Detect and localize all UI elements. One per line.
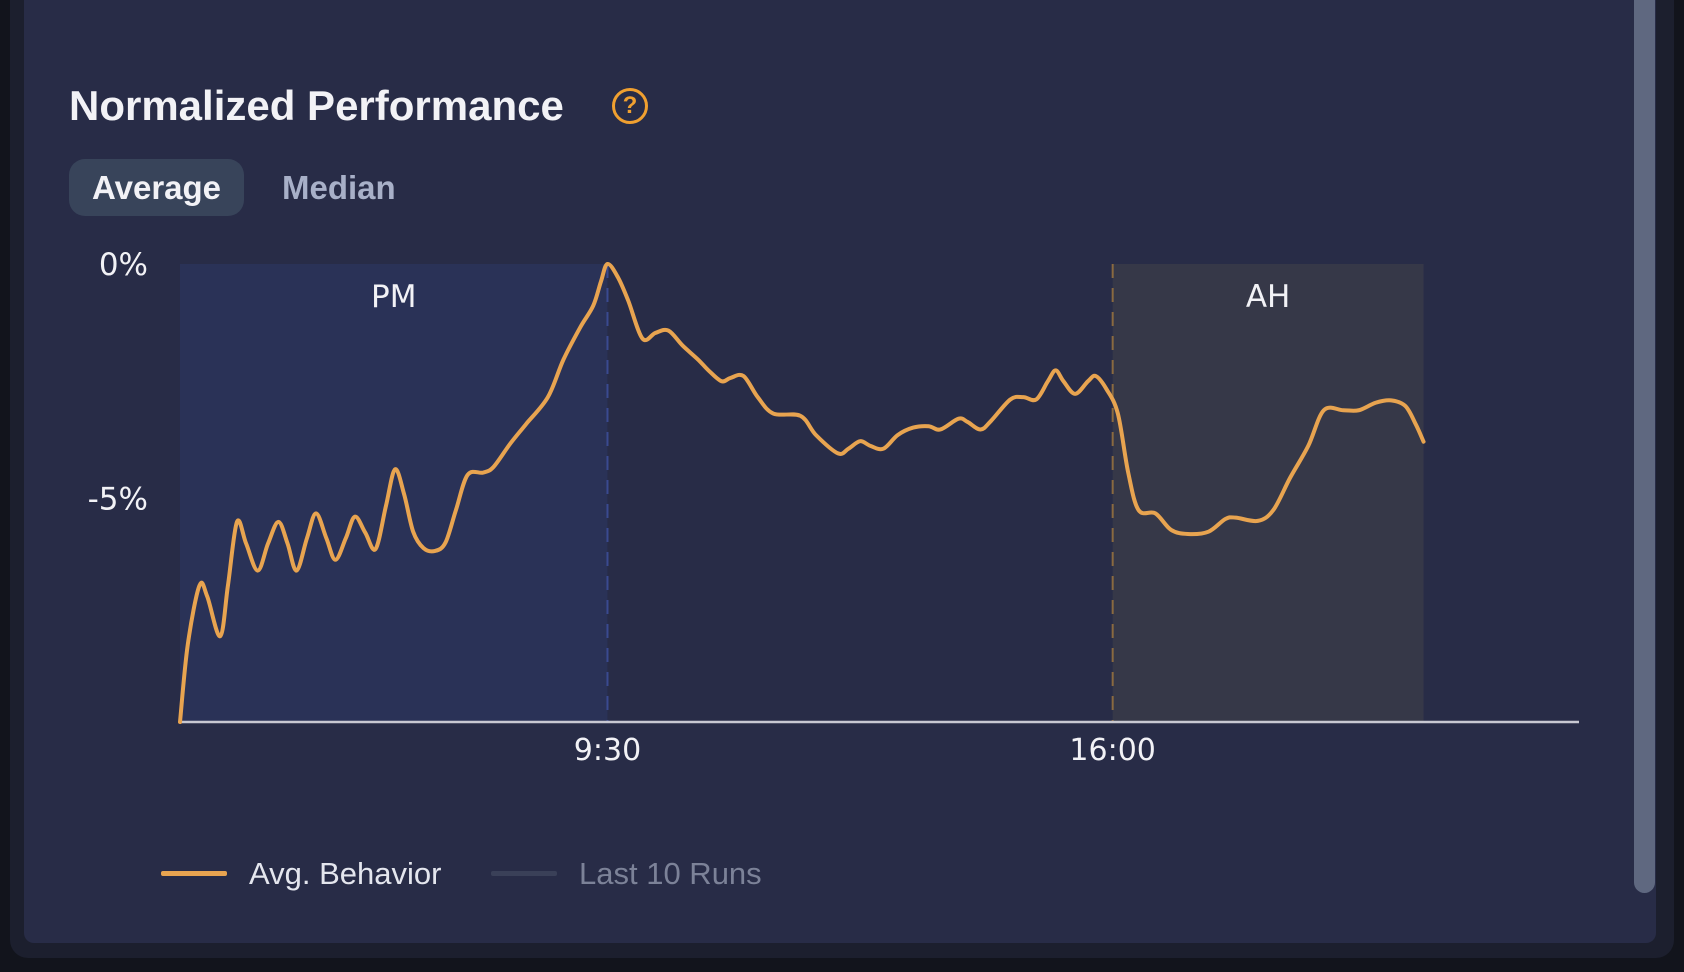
question-circle-icon[interactable]: ? <box>612 88 648 124</box>
y-tick-label: 0% <box>99 247 148 283</box>
tab-median[interactable]: Median <box>282 169 396 206</box>
x-tick-label: 9:30 <box>574 733 641 768</box>
series-line-avg-behavior <box>178 262 1426 724</box>
legend-avg-behavior[interactable]: Avg. Behavior <box>249 856 442 891</box>
region-label-ah: AH <box>1246 279 1291 315</box>
legend-last-10-runs[interactable]: Last 10 Runs <box>579 856 762 891</box>
page-title: Normalized Performance <box>69 82 564 129</box>
tab-average[interactable]: Average <box>69 159 245 216</box>
legend-swatch-last-10-runs <box>491 871 557 876</box>
x-tick-label: 16:00 <box>1069 733 1155 768</box>
y-tick-label: -5% <box>88 481 148 517</box>
legend-swatch-avg-behavior <box>161 871 227 876</box>
scrollbar[interactable] <box>1634 0 1655 893</box>
region-pm <box>180 264 608 722</box>
region-ah <box>1112 264 1424 722</box>
region-label-pm: PM <box>371 279 416 315</box>
